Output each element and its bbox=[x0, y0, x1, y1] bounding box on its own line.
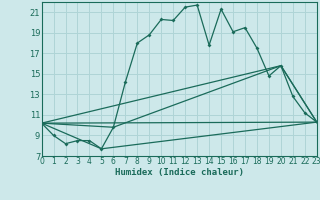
X-axis label: Humidex (Indice chaleur): Humidex (Indice chaleur) bbox=[115, 168, 244, 177]
